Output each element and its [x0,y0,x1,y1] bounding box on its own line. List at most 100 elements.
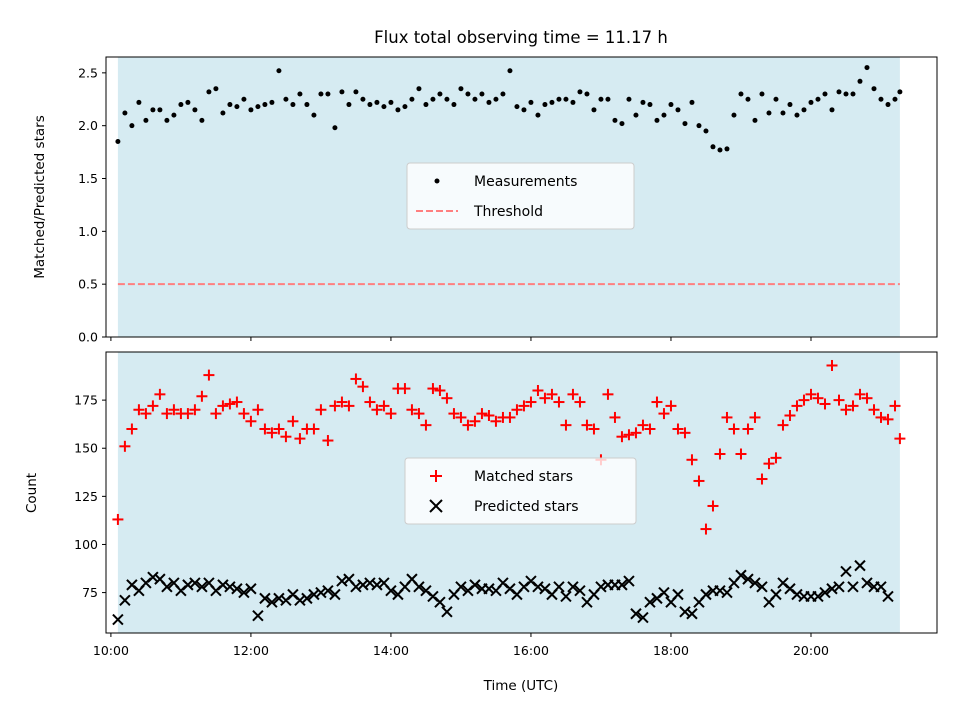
matched-star-point [357,381,369,393]
matched-star-point [441,392,453,404]
measurement-point [311,112,317,118]
matched-star-point [679,427,691,439]
measurement-point [248,107,254,113]
matched-star-point [840,404,852,416]
matched-star-point [532,384,544,396]
bottom-y-tick-label: 150 [74,441,98,456]
matched-star-point [735,448,747,460]
measurement-point [157,107,163,113]
measurement-point [780,110,786,116]
measurement-point [353,89,359,95]
matched-star-point [126,423,138,435]
measurement-point [514,104,520,110]
top-y-tick-label: 0.5 [78,277,98,292]
matched-star-point [651,396,663,408]
measurement-point [682,121,688,127]
measurement-point [332,125,338,131]
matched-star-point [294,433,306,445]
measurement-point [892,96,898,102]
measurement-point [402,104,408,110]
measurement-point [360,96,366,102]
measurement-point [640,99,646,105]
bottom-x-tick-label: 10:00 [93,643,129,658]
predicted-star-point [749,577,761,589]
measurement-point [423,102,429,108]
measurement-point [395,107,401,113]
measurement-point [654,117,660,123]
matched-star-point [273,423,285,435]
predicted-star-point [217,579,229,591]
matched-star-point [833,394,845,406]
predicted-star-point [861,577,873,589]
predicted-star-point [119,594,131,606]
bottom-axes-frame [105,351,938,634]
predicted-star-point [532,581,544,593]
measurement-point [689,99,695,105]
matched-star-point [894,433,906,445]
measurement-point [661,112,667,118]
measurement-point [521,107,527,113]
matched-star-point [203,369,215,381]
measurement-point [745,96,751,102]
predicted-star-point [308,588,320,601]
legend-predicted-label: Predicted stars [474,499,579,515]
measurement-point [605,96,611,102]
measurement-point [815,96,821,102]
measurement-point [675,107,681,113]
predicted-star-point [231,583,243,595]
measurement-point [549,99,555,105]
bottom-x-tick-label: 12:00 [233,643,269,658]
measurement-point [577,89,583,95]
measurement-point [262,102,268,108]
predicted-star-point [329,588,341,601]
matched-star-point [672,423,684,435]
top-axes-frame [105,56,938,338]
measurement-point [115,139,121,145]
matched-star-point [245,415,257,427]
matched-star-point [602,388,614,400]
measurement-point [556,96,562,102]
measurement-point [269,99,275,105]
predicted-star-point [189,577,201,589]
matched-star-point [329,400,341,412]
measurement-point [857,78,863,84]
predicted-star-point [700,588,712,601]
measurement-point [297,91,303,97]
top-legend: Measurements Threshold [406,162,635,230]
predicted-star-point [875,581,887,593]
measurement-point [143,117,149,123]
measurement-point [668,102,674,108]
matched-star-point [350,373,362,385]
predicted-star-point [434,596,446,608]
predicted-star-point [385,584,397,597]
predicted-star-point [819,586,831,599]
predicted-star-point [350,581,362,593]
matched-star-point [567,388,579,400]
measurement-point [528,99,534,105]
predicted-star-point [357,579,369,591]
measurement-point [318,91,324,97]
bottom-x-ticks: 10:00 12:00 14:00 16:00 18:00 20:00 [93,633,829,658]
measurement-point [465,91,471,97]
predicted-star-point [315,586,327,599]
bottom-y-tick-label: 75 [82,585,98,600]
matched-star-point [546,388,558,400]
matched-star-point [777,419,789,431]
bottom-y-tick-label: 100 [74,537,98,552]
matched-star-point [581,419,593,431]
predicted-star-point [833,581,845,593]
matched-star-point [763,458,775,470]
matched-star-point [700,523,712,535]
matched-star-point [616,431,628,443]
measurement-point [885,102,891,108]
predicted-star-point [826,583,838,595]
measurement-point [339,89,345,95]
predicted-star-point [294,594,306,606]
matched-star-point [364,396,376,408]
matched-star-point [119,440,131,452]
matched-star-point [644,423,656,435]
top-y-tick-label: 0.0 [78,330,98,345]
predicted-star-point [560,590,572,603]
measurement-point [381,104,387,110]
matched-stars-series [112,359,906,535]
